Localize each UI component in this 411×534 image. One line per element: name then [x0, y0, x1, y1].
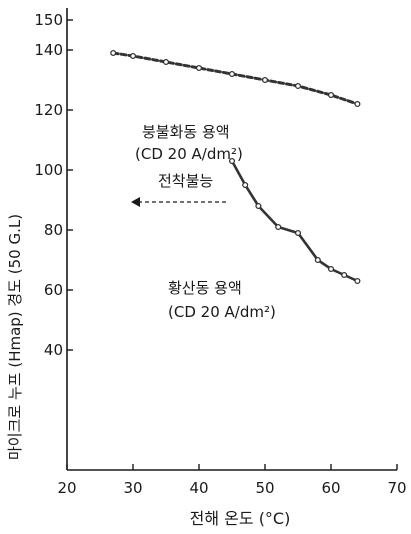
x-tick-label: 20 — [57, 479, 76, 497]
series-2-point — [275, 223, 282, 231]
y-ticks: 40 60 80 100 120 140 150 — [34, 11, 73, 359]
series-1-point — [354, 100, 361, 108]
x-tick-label: 60 — [321, 479, 340, 497]
series-1-point — [327, 91, 335, 99]
series-2-point — [327, 265, 335, 273]
plot-area: 40 60 80 100 120 140 150 20 30 40 50 60 70 — [34, 8, 407, 497]
y-tick-label: 40 — [44, 341, 63, 359]
x-ticks: 20 30 40 50 60 70 — [57, 464, 407, 497]
series-1-point — [162, 58, 170, 66]
y-tick-label: 140 — [34, 41, 63, 59]
y-tick-label: 120 — [34, 101, 63, 119]
annotation-arrow — [131, 197, 229, 207]
series-1-point — [110, 49, 117, 57]
series-2-label: 황산동 용액 — [168, 279, 242, 297]
x-tick-label: 30 — [123, 479, 142, 497]
series-1-point — [294, 82, 302, 90]
x-axis-label: 전해 온도 (°C) — [190, 509, 291, 528]
series-1-point — [261, 76, 269, 84]
series-2-point — [314, 256, 321, 264]
series-2-point — [242, 181, 249, 189]
series-2 — [228, 157, 361, 285]
series-layer — [110, 49, 361, 285]
series-1 — [110, 49, 361, 108]
y-tick-label: 150 — [34, 11, 63, 29]
series-1-sublabel: (CD 20 A/dm²) — [135, 145, 243, 163]
series-2-point — [294, 229, 302, 237]
series-2-point — [255, 202, 262, 210]
x-tick-label: 70 — [387, 479, 406, 497]
y-tick-label: 80 — [44, 221, 63, 239]
x-tick-label: 50 — [255, 479, 274, 497]
y-tick-label: 100 — [34, 161, 63, 179]
series-1-label: 붕불화동 용액 — [142, 123, 230, 141]
series-1-point — [195, 64, 203, 72]
series-2-point — [354, 277, 361, 285]
series-2-point — [228, 157, 236, 165]
series-2-point — [341, 271, 348, 279]
series-1-point — [228, 70, 236, 78]
x-tick-label: 40 — [189, 479, 208, 497]
y-axis-label: 마이크로 누프 (Hmap) 경도 (50 G.L) — [6, 214, 24, 460]
series-1-point — [129, 52, 137, 60]
series-2-line — [230, 159, 359, 283]
series-2-sublabel: (CD 20 A/dm²) — [168, 303, 276, 321]
y-tick-label: 60 — [44, 281, 63, 299]
series-1-line — [111, 51, 359, 106]
annotation-label: 전착불능 — [158, 172, 213, 190]
